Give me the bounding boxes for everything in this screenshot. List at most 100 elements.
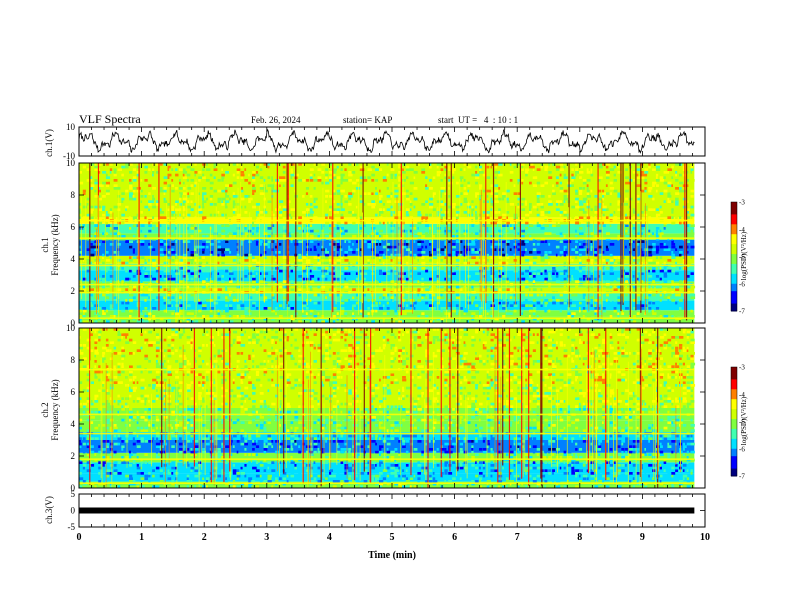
ch1-spectrogram-cell	[102, 280, 107, 283]
ch1-spectrogram-cell	[163, 269, 167, 273]
ch1-spectrogram-cell	[329, 179, 332, 182]
ch1-spectrogram-cell	[329, 243, 332, 246]
ch1-spectrogram-cell	[444, 245, 447, 249]
ch1-spectrogram-cell	[148, 243, 152, 246]
ch1-spectrogram-cell	[652, 203, 657, 206]
ch1-spectrogram-cell	[463, 232, 466, 235]
ch1-spectrogram-cell	[598, 189, 602, 193]
ch1-spectrogram-cell	[452, 307, 457, 310]
ch1-spectrogram-cell	[463, 211, 468, 214]
ch1-spectrogram-cell	[236, 168, 241, 171]
ch1-spectrogram-cell	[444, 269, 447, 273]
ch1-spectrogram-cell	[594, 248, 597, 251]
ch1-spectrogram-cell	[455, 229, 458, 233]
ch1-spectrogram-cell	[332, 320, 336, 323]
ch1-spectrogram-cell	[171, 277, 176, 281]
ch1-spectrogram-cell	[344, 307, 349, 310]
ch1-spectrogram-cell	[536, 200, 540, 203]
ch2-spectrogram-cell	[355, 474, 358, 478]
ch1-spectrogram-cell	[405, 259, 410, 262]
ch1-spectrogram-cell	[667, 189, 670, 193]
ch1-spectrogram-cell	[409, 256, 413, 259]
ch1-spectrogram-cell	[452, 205, 456, 209]
ch1-spectrogram-cell	[179, 261, 184, 265]
ch1-spectrogram-cell	[317, 301, 321, 305]
ch1-spectrogram-cell	[586, 176, 590, 179]
ch1-spectrogram-cell	[652, 197, 655, 201]
ch1-spectrogram-cell	[332, 171, 337, 174]
ch1-spectrogram-cell	[190, 197, 193, 201]
ch1-spectrogram-cell	[340, 189, 345, 193]
ch1-spectrogram-cell	[690, 272, 694, 275]
ch1-spectrogram-cell	[225, 208, 229, 211]
ch1-spectrogram-cell	[125, 248, 128, 251]
ch1-spectrogram-cell	[309, 301, 313, 305]
ch1-spectrogram-cell	[452, 272, 456, 275]
ch1-spectrogram-cell	[363, 315, 368, 318]
ch1-spectrogram-cell	[302, 251, 306, 254]
ch1-spectrogram-cell	[202, 168, 205, 171]
ch2-spectrogram-cell	[429, 474, 432, 478]
ch2-spectrogram-cell	[329, 482, 333, 486]
ch1-spectrogram-cell	[232, 259, 236, 262]
ch1-spectrogram-cell	[367, 176, 371, 179]
ch1-spectrogram-cell	[352, 296, 355, 299]
ch1-spectrogram-cell	[313, 176, 317, 179]
ch1-spectrogram-cell	[659, 299, 662, 302]
ch1-spectrogram-cell	[190, 229, 193, 233]
ch1-spectrogram-cell	[279, 200, 284, 203]
ch1-spectrogram-cell	[121, 179, 124, 182]
ch1-spectrogram-cell	[252, 235, 254, 238]
ch1-spectrogram-cell	[382, 192, 387, 195]
ch2-spectrogram-cell	[94, 485, 97, 488]
ch1-spectrogram-cell	[486, 200, 490, 203]
ch1-spectrogram-cell	[652, 309, 654, 313]
ch1-spectrogram-cell	[494, 224, 497, 227]
ch2-spectrogram-cell	[382, 485, 386, 488]
ch1-spectrogram-cell	[102, 184, 104, 187]
ch1-spectrogram-cell	[498, 272, 503, 275]
ch1-spectrogram-cell	[155, 275, 159, 278]
ch1-spectrogram-cell	[636, 277, 639, 281]
ch1-spectrogram-cell	[255, 288, 258, 291]
ch1-spectrogram-cell	[559, 272, 564, 275]
ch1-spectrogram-cell	[563, 197, 568, 201]
ch2-spectrogram-cell	[490, 482, 493, 486]
ch1-spectrogram-cell	[105, 317, 108, 321]
ch2-spectrogram-cell	[225, 480, 228, 483]
ch1-spectrogram-cell	[582, 163, 586, 166]
ch1-spectrogram-cell	[636, 184, 641, 187]
ch2-spectrogram-cell	[648, 474, 650, 478]
ch1-spectrogram-cell	[379, 259, 382, 262]
ch1-spectrogram-cell	[144, 299, 147, 302]
ch2-spectrogram-cell	[186, 480, 190, 483]
ch1-spectrogram-cell	[79, 203, 82, 206]
ch1-spectrogram-cell	[552, 213, 555, 217]
ch1-spectrogram-cell	[529, 163, 534, 166]
ch1-spectrogram-cell	[590, 216, 593, 219]
ch1-spectrogram-cell	[598, 277, 603, 281]
ch1-spectrogram-cell	[98, 277, 102, 281]
ch1-spectrogram-cell	[329, 163, 333, 166]
ch2-spectrogram-cell	[309, 474, 313, 478]
ch1-spectrogram-cell	[417, 213, 422, 217]
ch1-spectrogram-cell	[217, 229, 222, 233]
ch1-spectrogram-cell	[686, 235, 691, 238]
ch1-spectrogram-cell	[490, 267, 493, 270]
ch1-spectrogram-cell	[367, 203, 372, 206]
ch1-spectrogram-cell	[663, 171, 668, 174]
ch1-spectrogram-cell	[267, 256, 270, 259]
ch1-spectrogram-cell	[152, 227, 155, 230]
ch1-spectrogram-cell	[129, 275, 133, 278]
ch1-spectrogram-cell	[382, 171, 386, 174]
ch1-spectrogram-cell	[594, 197, 598, 201]
ch1-spectrogram-cell	[590, 208, 593, 211]
ch2-spectrogram-cell	[436, 477, 439, 480]
ch1-spectrogram-cell	[525, 179, 529, 182]
ch1-spectrogram-cell	[229, 280, 233, 283]
ch1-spectrogram-cell	[659, 229, 662, 233]
ch1-spectrogram-cell	[279, 259, 283, 262]
ch1-spectrogram-cell	[636, 200, 640, 203]
ch1-spectrogram-cell	[113, 315, 116, 318]
ch1-spectrogram-cell	[448, 205, 452, 209]
